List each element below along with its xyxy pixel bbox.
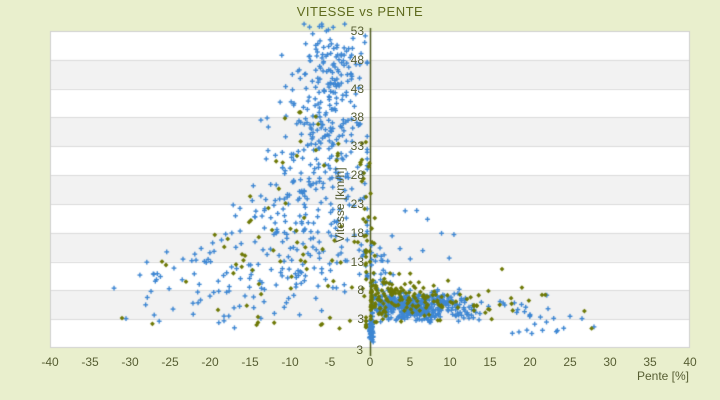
y-tick-label: 8: [357, 283, 364, 298]
x-tick-label: -5: [324, 355, 336, 369]
y-tick-label: 33: [350, 139, 364, 154]
x-tick-label: 20: [523, 355, 537, 369]
y-tick-label: 18: [350, 225, 364, 240]
y-tick-label: 38: [350, 110, 364, 125]
x-tick-label: 35: [643, 355, 657, 369]
x-tick-label: 25: [563, 355, 577, 369]
y-axis-corner-label: 3: [356, 343, 363, 357]
x-tick-label: -15: [241, 355, 259, 369]
x-tick-label: -30: [121, 355, 139, 369]
x-tick-label: -25: [161, 355, 179, 369]
chart-title: VITESSE vs PENTE: [296, 4, 424, 19]
y-tick-label: 28: [350, 168, 364, 183]
x-tick-label: 15: [483, 355, 497, 369]
y-tick-label: 13: [350, 254, 364, 269]
x-tick-label: -10: [281, 355, 299, 369]
y-tick-label: 43: [350, 81, 364, 96]
y-tick-label: 23: [350, 196, 364, 211]
x-tick-label: 0: [366, 355, 374, 369]
x-tick-label: -40: [41, 355, 59, 369]
y-tick-label: 53: [350, 24, 364, 38]
x-tick-label: 10: [443, 355, 457, 369]
x-tick-label: -35: [81, 355, 99, 369]
y-tick-label: 48: [350, 52, 364, 67]
x-tick-label: 30: [603, 355, 617, 369]
x-tick-label: -20: [201, 355, 219, 369]
x-tick-label: 5: [406, 355, 414, 369]
x-tick-label: 40: [683, 355, 697, 369]
y-tick-label: 3: [357, 312, 364, 327]
y-axis-title: Vitesse [km/h]: [333, 167, 347, 243]
x-axis-title: Pente [%]: [636, 369, 689, 383]
